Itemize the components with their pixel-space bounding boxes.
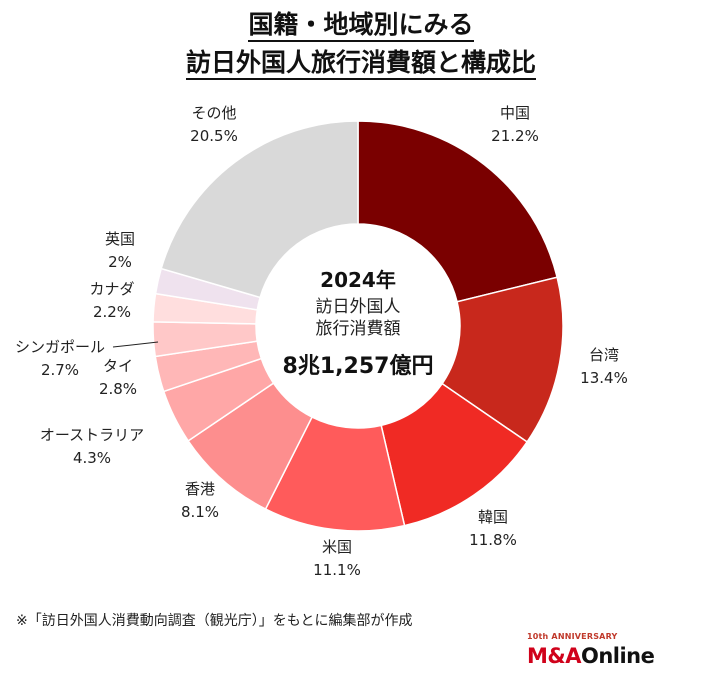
center-label-line2: 旅行消費額 [316, 319, 401, 339]
logo-online: Online [580, 644, 655, 668]
slice-label-name-韓国: 韓国 [478, 508, 508, 526]
center-total: 8兆1,257億円 [283, 353, 434, 379]
donut-center: 2024年 訪日外国人 旅行消費額 8兆1,257億円 [283, 268, 434, 379]
logo-anniversary: 10th ANNIVERSARY [527, 632, 618, 641]
brand-logo: 10th ANNIVERSARY M&AOnline [527, 632, 687, 672]
slice-label-name-カナダ: カナダ [89, 280, 134, 298]
slice-label-name-タイ: タイ [103, 357, 133, 375]
slice-label-value-その他: 20.5% [190, 127, 238, 145]
donut-slices [152, 120, 564, 532]
slice-label-value-オーストラリア: 4.3% [73, 449, 111, 467]
slice-label-name-台湾: 台湾 [589, 346, 619, 364]
slice-label-name-中国: 中国 [500, 104, 530, 122]
slice-中国 [357, 120, 559, 303]
slice-label-name-シンガポール: シンガポール [15, 338, 105, 356]
slice-その他 [160, 120, 359, 299]
slice-label-value-カナダ: 2.2% [93, 303, 131, 321]
slice-label-value-香港: 8.1% [181, 503, 219, 521]
center-year: 2024年 [320, 268, 396, 292]
donut-chart: 中国 21.2% 台湾 13.4% 韓国 11.8% 米国 11.1% 香港 8.1% オーストラリ… [15, 104, 628, 579]
slice-label-name-英国: 英国 [105, 230, 135, 248]
slice-labels: 中国 21.2% 台湾 13.4% 韓国 11.8% 米国 11.1% 香港 8.1% オーストラリ… [15, 104, 628, 579]
chart-title-line2: 訪日外国人旅行消費額と構成比 [0, 48, 722, 80]
slice-label-name-米国: 米国 [322, 538, 352, 556]
slice-label-value-韓国: 11.8% [469, 531, 517, 549]
footnote: ※「訪日外国人消費動向調査（観光庁）」をもとに編集部が作成 [16, 613, 413, 629]
slice-label-name-香港: 香港 [185, 480, 215, 498]
slice-label-value-シンガポール: 2.7% [41, 361, 79, 379]
chart-title-line1: 国籍・地域別にみる [0, 10, 722, 42]
slice-label-name-オーストラリア: オーストラリア [40, 426, 144, 444]
slice-label-value-台湾: 13.4% [580, 369, 628, 387]
slice-label-name-その他: その他 [191, 104, 236, 122]
logo-wordmark: M&AOnline [527, 644, 655, 668]
slice-label-value-タイ: 2.8% [99, 380, 137, 398]
slice-label-value-中国: 21.2% [491, 127, 539, 145]
leader-line-singapore [112, 341, 159, 348]
slice-label-value-英国: 2% [108, 253, 132, 271]
logo-ma: M&A [527, 644, 581, 668]
center-label-line1: 訪日外国人 [316, 297, 401, 317]
leader-lines [112, 341, 159, 348]
slice-label-value-米国: 11.1% [313, 561, 361, 579]
